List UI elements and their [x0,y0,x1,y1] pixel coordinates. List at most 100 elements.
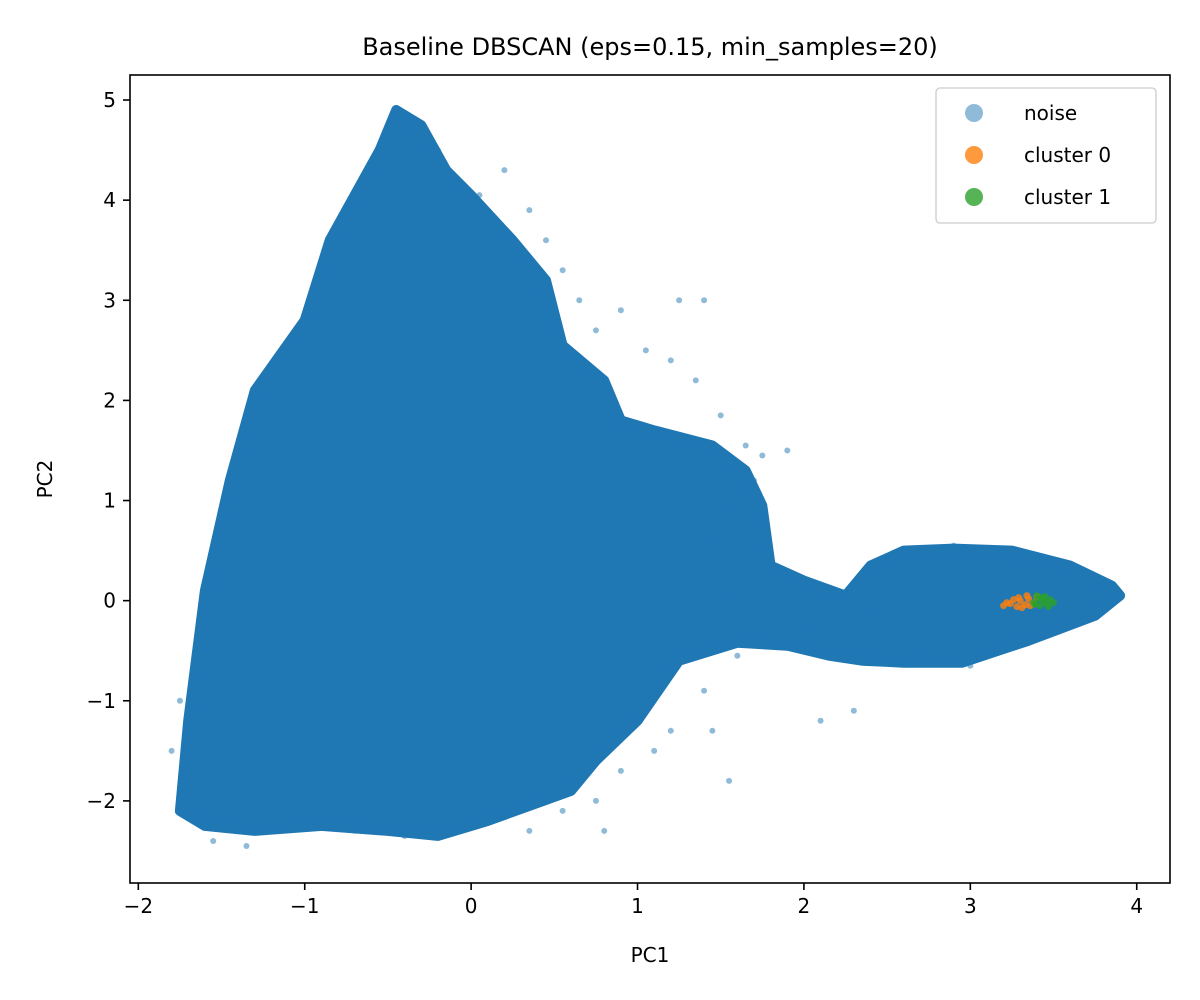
cluster-0-point [1003,599,1011,607]
noise-point [983,552,990,559]
noise-point [409,127,416,134]
noise-point [559,807,566,814]
x-tick-label: 4 [1130,894,1143,918]
cluster-1-point [1045,603,1053,611]
noise-point [701,297,708,304]
noise-point [817,717,824,724]
y-tick-label: 5 [103,88,116,112]
noise-point [759,452,766,459]
noise-point [592,327,599,334]
noise-point [850,707,857,714]
noise-point [1067,617,1074,624]
noise-point [642,347,649,354]
noise-point [592,797,599,804]
noise-point [205,577,212,584]
noise-point [526,207,533,214]
noise-point [692,377,699,384]
noise-point [742,442,749,449]
noise-point [476,192,483,199]
noise-point [667,727,674,734]
noise-point [218,817,225,824]
noise-point [701,687,708,694]
noise-point [401,832,408,839]
y-tick-label: 3 [103,288,116,312]
noise-point [601,827,608,834]
noise-point [243,842,250,849]
x-tick-label: 3 [964,894,977,918]
x-axis-ticks: −2 −1 0 1 2 3 4 [124,883,1143,918]
noise-point [318,297,325,304]
noise-point [925,557,932,564]
noise-point [684,567,691,574]
noise-point [1092,582,1099,589]
chart-title: Baseline DBSCAN (eps=0.15, min_samples=2… [362,33,938,61]
cluster-0-point [1023,592,1031,600]
cluster-1-points [1030,592,1058,611]
noise-point [726,777,733,784]
x-axis-label: PC1 [631,943,670,967]
noise-point [268,367,275,374]
legend-frame [935,87,1157,224]
cluster-0-point [1018,604,1026,612]
cluster-1-point [1050,599,1058,607]
noise-point [867,607,874,614]
noise-density-region [174,105,1126,841]
noise-point [293,337,300,344]
noise-point [834,647,841,654]
noise-point [176,697,183,704]
noise-point [201,627,208,634]
noise-point [667,357,674,364]
noise-point [576,297,583,304]
y-tick-label: 4 [103,188,116,212]
noise-point [759,607,766,614]
noise-point [351,827,358,834]
cluster-1-point [1031,601,1039,609]
noise-point [917,652,924,659]
legend: noise cluster 0 cluster 1 [935,87,1157,224]
x-tick-label: −2 [124,894,153,918]
y-tick-label: 2 [103,388,116,412]
noise-point [559,267,566,274]
legend-label-noise: noise [1024,101,1077,125]
y-tick-label: 1 [103,489,116,513]
y-tick-label: −1 [87,689,116,713]
cluster-1-point [1038,594,1046,602]
noise-point [709,727,716,734]
noise-point [451,827,458,834]
legend-item-cluster-1: cluster 1 [965,185,1111,209]
noise-point [617,307,624,314]
noise-point [726,592,733,599]
noise-point [210,837,217,844]
noise-point [800,627,807,634]
legend-marker-cluster-0 [965,146,983,164]
noise-point [651,747,658,754]
noise-point [260,827,267,834]
cluster-0-point [1015,594,1023,602]
plot-area [168,105,1126,849]
noise-point [201,812,208,819]
noise-point [176,807,183,814]
plot-frame [129,74,1171,884]
legend-item-noise: noise [965,101,1077,125]
x-tick-label: −1 [290,894,319,918]
legend-label-cluster-1: cluster 1 [1024,185,1111,209]
y-tick-label: −2 [87,789,116,813]
noise-point [393,112,400,119]
legend-label-cluster-0: cluster 0 [1024,143,1111,167]
y-axis-label: PC2 [33,460,57,499]
noise-point [676,297,683,304]
noise-point [543,237,549,244]
x-tick-label: 1 [631,894,644,918]
noise-point [335,237,341,244]
noise-point [434,147,441,154]
noise-point [734,652,741,659]
noise-point [1113,589,1120,596]
legend-marker-noise [965,104,983,122]
noise-point [526,827,533,834]
noise-point [493,812,500,819]
noise-point [950,542,957,549]
x-tick-label: 2 [798,894,811,918]
y-axis-ticks: −2 −1 0 1 2 3 4 5 [87,88,130,813]
noise-point [967,662,974,669]
